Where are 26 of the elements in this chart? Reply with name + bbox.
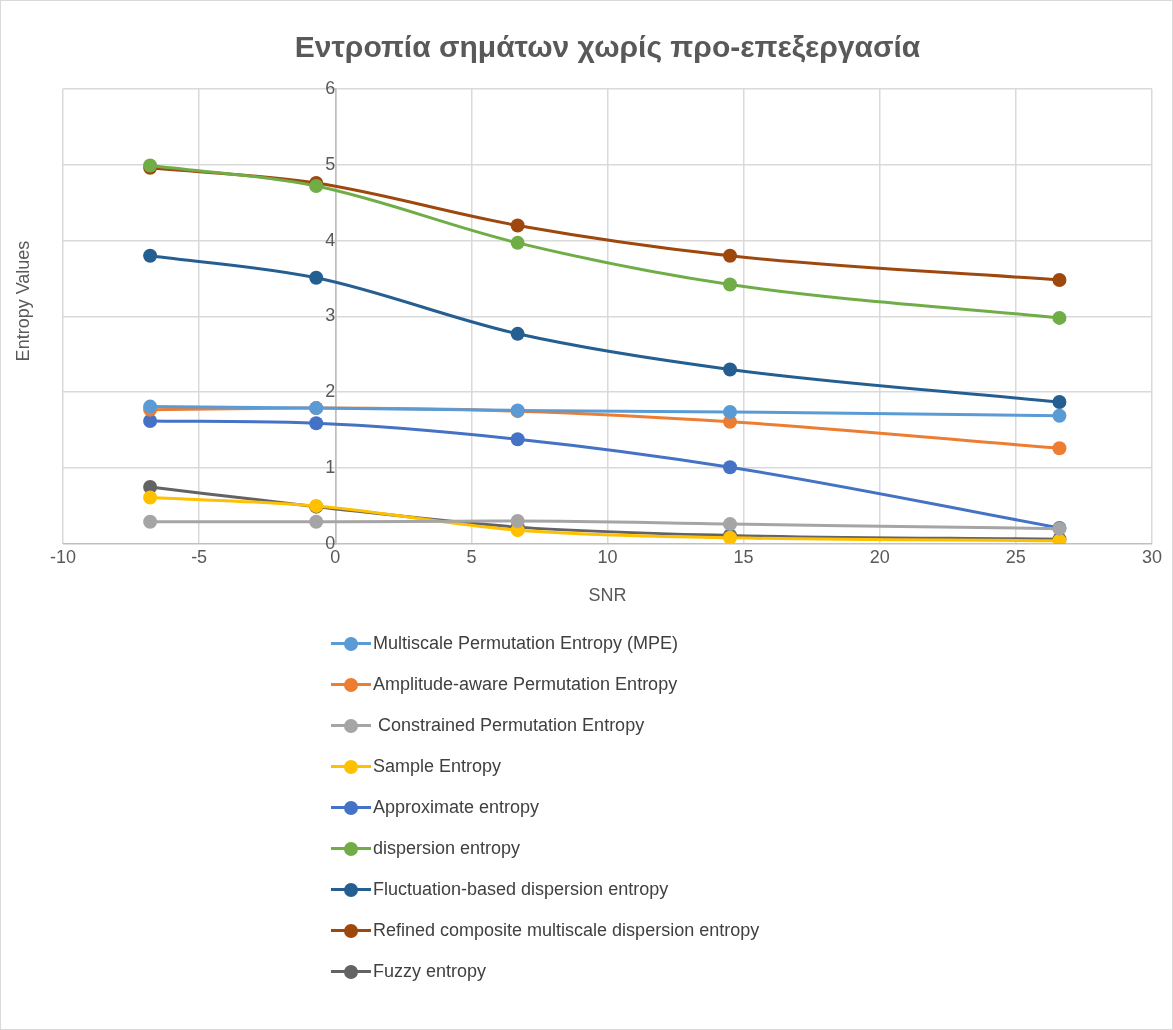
x-tick-label: 5 bbox=[466, 546, 477, 567]
y-tick-label: 6 bbox=[325, 77, 336, 98]
x-tick-label: 10 bbox=[597, 546, 618, 567]
x-tick-label: 20 bbox=[869, 546, 890, 567]
x-tick-label: 30 bbox=[1141, 546, 1163, 567]
x-axis-title: SNR bbox=[588, 585, 627, 606]
y-tick-label: 4 bbox=[325, 229, 336, 250]
y-axis-title: Entropy Values bbox=[12, 240, 34, 362]
legend-label: Amplitude-aware Permutation Entropy bbox=[373, 674, 678, 695]
x-tick-label: -10 bbox=[49, 546, 77, 567]
legend-label: Sample Entropy bbox=[373, 756, 502, 777]
x-tick-label: 25 bbox=[1005, 546, 1026, 567]
chart-title: Εντροπία σημάτων χωρίς προ-επεξεργασία bbox=[294, 30, 921, 64]
x-tick-label: -5 bbox=[191, 546, 208, 567]
legend-label: Multiscale Permutation Entropy (MPE) bbox=[373, 633, 679, 654]
y-tick-label: 1 bbox=[325, 456, 336, 477]
legend-label: Fuzzy entropy bbox=[373, 961, 487, 982]
legend-label: Fluctuation-based dispersion entropy bbox=[373, 879, 669, 900]
legend-label: Constrained Permutation Entropy bbox=[377, 715, 645, 736]
y-tick-label: 2 bbox=[325, 381, 336, 402]
legend-label: Refined composite multiscale dispersion entropy bbox=[373, 920, 760, 941]
y-tick-label: 3 bbox=[325, 305, 336, 326]
legend-label: dispersion entropy bbox=[373, 838, 521, 859]
y-tick-label: 5 bbox=[325, 153, 336, 174]
legend-label: Approximate entropy bbox=[373, 797, 540, 818]
x-tick-label: 15 bbox=[733, 546, 754, 567]
